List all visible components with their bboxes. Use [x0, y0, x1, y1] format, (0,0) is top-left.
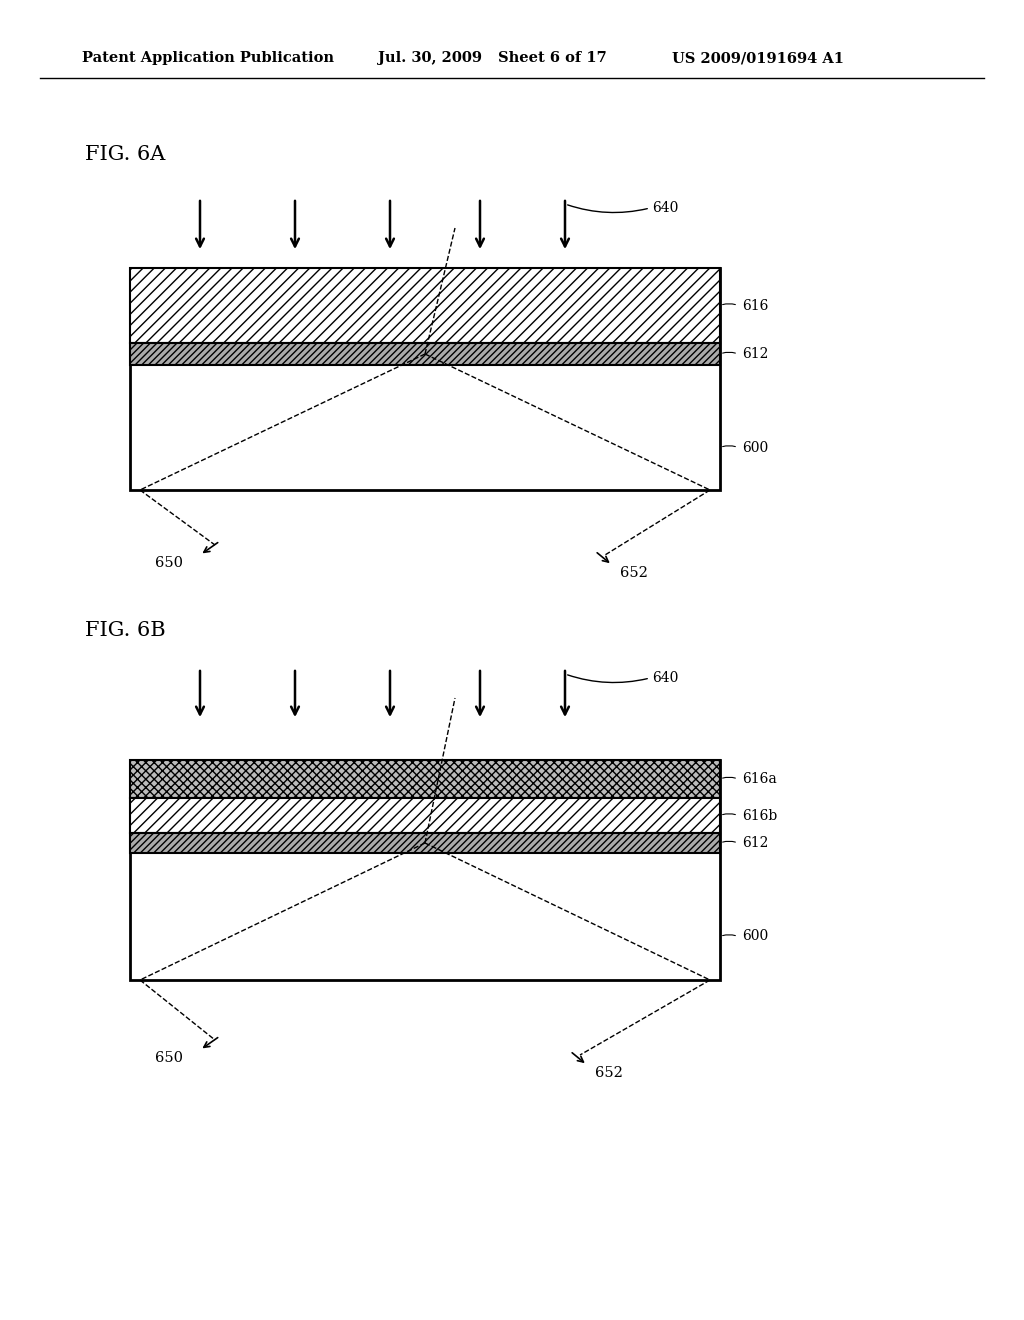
Bar	[130, 760, 720, 799]
Bar	[130, 760, 720, 979]
Bar	[130, 799, 720, 833]
Text: 616a: 616a	[742, 772, 777, 785]
Text: Jul. 30, 2009: Jul. 30, 2009	[378, 51, 482, 65]
Text: US 2009/0191694 A1: US 2009/0191694 A1	[672, 51, 844, 65]
Text: 616b: 616b	[742, 808, 777, 822]
Text: 612: 612	[742, 836, 768, 850]
Text: 652: 652	[620, 566, 648, 579]
Text: 650: 650	[155, 556, 183, 570]
Bar	[130, 833, 720, 853]
Text: 600: 600	[742, 441, 768, 454]
Text: 600: 600	[742, 929, 768, 944]
Text: 640: 640	[652, 201, 678, 215]
Bar	[130, 268, 720, 490]
Text: 650: 650	[155, 1051, 183, 1065]
Bar	[130, 343, 720, 366]
Bar	[130, 268, 720, 343]
Text: 640: 640	[652, 671, 678, 685]
Text: FIG. 6A: FIG. 6A	[85, 145, 165, 165]
Text: 652: 652	[595, 1067, 623, 1080]
Text: Patent Application Publication: Patent Application Publication	[82, 51, 334, 65]
Text: FIG. 6B: FIG. 6B	[85, 620, 166, 639]
Text: Sheet 6 of 17: Sheet 6 of 17	[498, 51, 607, 65]
Text: 616: 616	[742, 298, 768, 313]
Text: 612: 612	[742, 347, 768, 360]
